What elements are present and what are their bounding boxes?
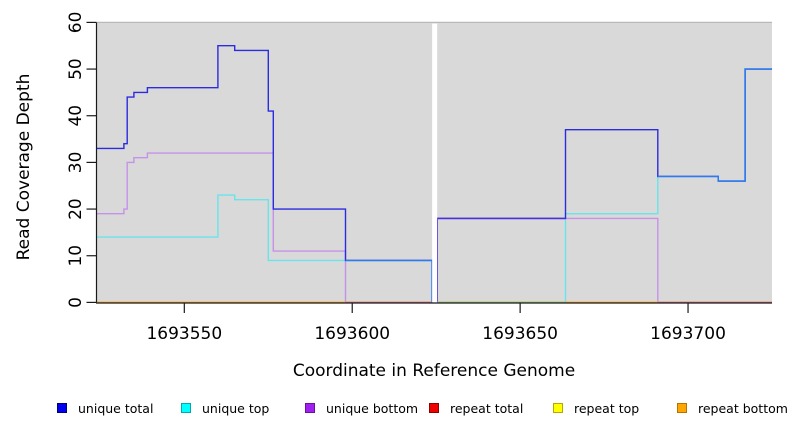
series-blend-segment [657, 68, 772, 182]
y-tick-label: 50 [66, 58, 86, 80]
coverage-gap [432, 23, 438, 303]
legend-item-unique-top: unique top [181, 400, 269, 416]
y-tick-label: 60 [66, 12, 86, 34]
legend-item-repeat-total: repeat total [429, 400, 523, 416]
x-tick-label: 1693600 [314, 324, 390, 344]
legend-label: repeat top [574, 400, 640, 416]
series-blend-segment [436, 217, 566, 303]
legend-label: repeat total [450, 400, 524, 416]
x-tick-label: 1693650 [482, 324, 558, 344]
x-tick-label: 1693700 [650, 324, 726, 344]
y-tick-label: 20 [66, 198, 86, 220]
legend-swatch-unique-total [57, 403, 67, 413]
y-tick-label: 40 [66, 105, 86, 127]
y-tick-label: 30 [66, 152, 86, 174]
legend-item-repeat-top: repeat top [553, 400, 639, 416]
legend-swatch-unique-top [181, 403, 191, 413]
legend-label: unique top [202, 400, 270, 416]
y-tick-label: 10 [66, 245, 86, 267]
x-axis-title: Coordinate in Reference Genome [292, 361, 576, 381]
legend-swatch-unique-bottom [305, 403, 315, 413]
legend-swatch-repeat-bottom [677, 403, 687, 413]
legend-item-unique-bottom: unique bottom [305, 400, 418, 416]
legend-swatch-repeat-total [429, 403, 439, 413]
legend-item-repeat-bottom: repeat bottom [677, 400, 788, 416]
legend-swatch-repeat-top [553, 403, 563, 413]
x-tick-label: 1693550 [146, 324, 222, 344]
legend-label: unique bottom [326, 400, 419, 416]
y-axis-title: Read Coverage Depth [14, 73, 34, 261]
series-unique-total [97, 45, 433, 303]
legend-label: unique total [78, 400, 154, 416]
y-tick-label: 0 [66, 297, 86, 308]
series-blend-segment [345, 259, 433, 303]
series-unique-bottom [97, 152, 433, 304]
legend-label: repeat bottom [698, 400, 788, 416]
legend-item-unique-total: unique total [57, 400, 153, 416]
